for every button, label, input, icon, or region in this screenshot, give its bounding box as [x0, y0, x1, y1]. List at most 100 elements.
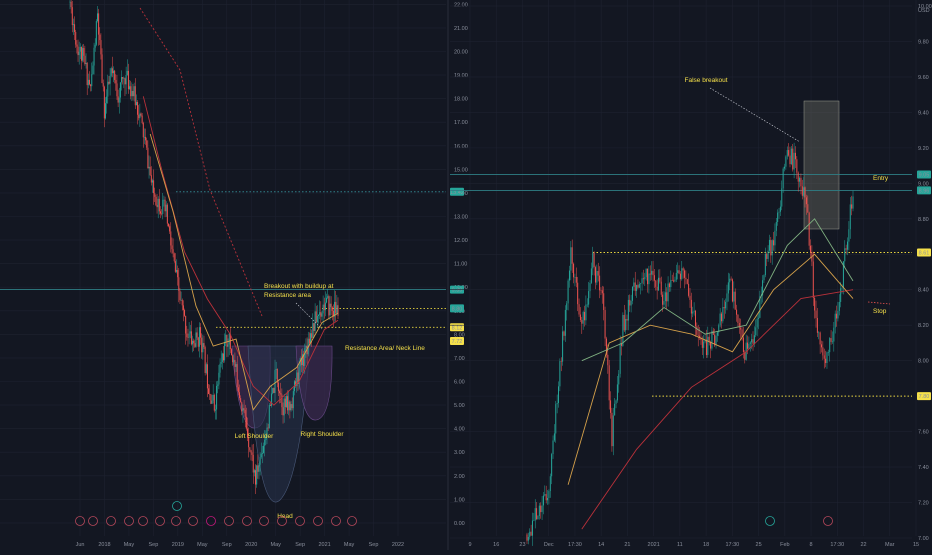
right-candle-body: [560, 361, 562, 362]
left-candle-body: [126, 70, 128, 76]
right-candle-body: [593, 252, 595, 268]
right-price-tag-text: 7.80: [919, 394, 930, 400]
right-candle-body: [803, 187, 805, 196]
event-marker-circle: [171, 516, 181, 526]
left-candle-body: [322, 304, 324, 314]
right-candle-body: [831, 341, 833, 343]
left-candle-body: [69, 1, 71, 3]
left-y-tick-label: 11.00: [454, 262, 467, 268]
left-candle-body: [119, 82, 121, 98]
left-candle-body: [83, 48, 85, 56]
left-candle-body: [213, 394, 215, 411]
left-candle-body: [237, 387, 239, 393]
event-marker-circle: [75, 516, 85, 526]
event-marker-circle: [313, 516, 323, 526]
right-x-tick-label: 16: [493, 542, 499, 548]
left-candle-body: [130, 86, 132, 97]
right-candle-body: [818, 332, 820, 334]
right-candle-body: [792, 148, 794, 170]
left-candle-body: [228, 333, 230, 345]
right-candle-body: [526, 534, 528, 541]
left-candle-body: [337, 305, 339, 316]
left-candle-body: [239, 392, 241, 399]
left-candle-body: [84, 55, 86, 65]
left-candle-body: [287, 396, 289, 411]
right-candle-body: [805, 197, 807, 205]
right-candle-body: [642, 278, 644, 280]
annotation-neckline: Resistance Area/ Neck Line: [345, 345, 425, 352]
right-candle-body: [766, 253, 768, 259]
label-head: Head: [277, 513, 293, 520]
label-right-shoulder: Right Shoulder: [301, 431, 345, 438]
left-event-markers: [75, 501, 357, 526]
right-candle-body: [534, 508, 536, 521]
left-y-tick-label: 8.00: [454, 332, 465, 338]
right-candle-body: [749, 342, 751, 344]
right-candle-body: [782, 168, 784, 189]
right-candle-body: [726, 293, 728, 302]
left-candle-body: [177, 270, 179, 278]
left-y-tick-label: 21.00: [454, 26, 468, 32]
right-candle-body: [714, 334, 716, 346]
left-candle-body: [93, 47, 95, 66]
right-x-tick-label: 14: [598, 542, 604, 548]
left-candle-body: [218, 372, 220, 385]
right-candle-body: [603, 293, 605, 311]
right-candle-body: [786, 150, 788, 157]
event-marker-circle: [206, 516, 216, 526]
left-candle-body: [316, 315, 318, 323]
right-candle-body: [790, 148, 792, 165]
right-candle-body: [582, 311, 584, 324]
left-candle-body: [310, 333, 312, 344]
right-candle-body: [759, 296, 761, 318]
left-annotations: Breakout with buildup at Resistance area R…: [235, 283, 426, 520]
left-candle-body: [210, 394, 212, 404]
left-candle-body: [108, 81, 110, 84]
right-candle-body: [767, 250, 769, 259]
right-candle-body: [808, 212, 810, 246]
right-candle-body: [692, 311, 694, 314]
left-candle-body: [151, 180, 153, 183]
right-x-tick-label: 22: [860, 542, 866, 548]
left-candle-body: [185, 315, 187, 334]
left-candle-body: [319, 312, 321, 315]
right-candle-body: [774, 230, 776, 246]
left-candle-body: [305, 346, 307, 349]
right-candle-body: [538, 505, 540, 516]
left-candle-body: [194, 343, 196, 347]
left-candle-body: [173, 253, 175, 262]
left-candle-body: [90, 84, 92, 87]
left-candle-body: [273, 387, 275, 393]
left-x-tick-label: Sep: [295, 542, 305, 548]
right-x-tick-label: 21: [624, 542, 630, 548]
right-candle-body: [830, 338, 832, 342]
right-price-tag-bg: [917, 248, 931, 257]
event-marker-circle: [155, 516, 165, 526]
right-candle-body: [604, 310, 606, 339]
right-candle-body: [555, 404, 557, 434]
right-y-tick-label: 9.80: [918, 39, 929, 45]
left-x-tick-label: May: [270, 542, 281, 548]
left-candle-body: [275, 368, 277, 370]
event-marker-circle: [88, 516, 98, 526]
left-candle-body: [139, 113, 141, 119]
left-candle-body: [320, 312, 322, 317]
left-candle-body: [161, 213, 163, 215]
event-marker-circle: [295, 516, 305, 526]
right-candle-body: [574, 277, 576, 278]
right-candle-body: [531, 520, 533, 536]
right-candle-body: [684, 270, 686, 278]
left-price-tag-bg: [450, 304, 464, 313]
right-candle-body: [815, 310, 817, 318]
right-candle-body: [852, 196, 854, 209]
left-candle-body: [314, 311, 316, 331]
right-x-tick-label: Feb: [780, 542, 789, 548]
left-candle-body: [261, 453, 263, 454]
left-candle-body: [76, 44, 78, 47]
left-candle-body: [127, 70, 129, 90]
event-marker-circle: [124, 516, 134, 526]
right-candle-body: [718, 325, 720, 333]
right-candle-body: [607, 354, 609, 366]
left-candle-body: [111, 68, 113, 74]
right-candle-body: [793, 152, 795, 170]
